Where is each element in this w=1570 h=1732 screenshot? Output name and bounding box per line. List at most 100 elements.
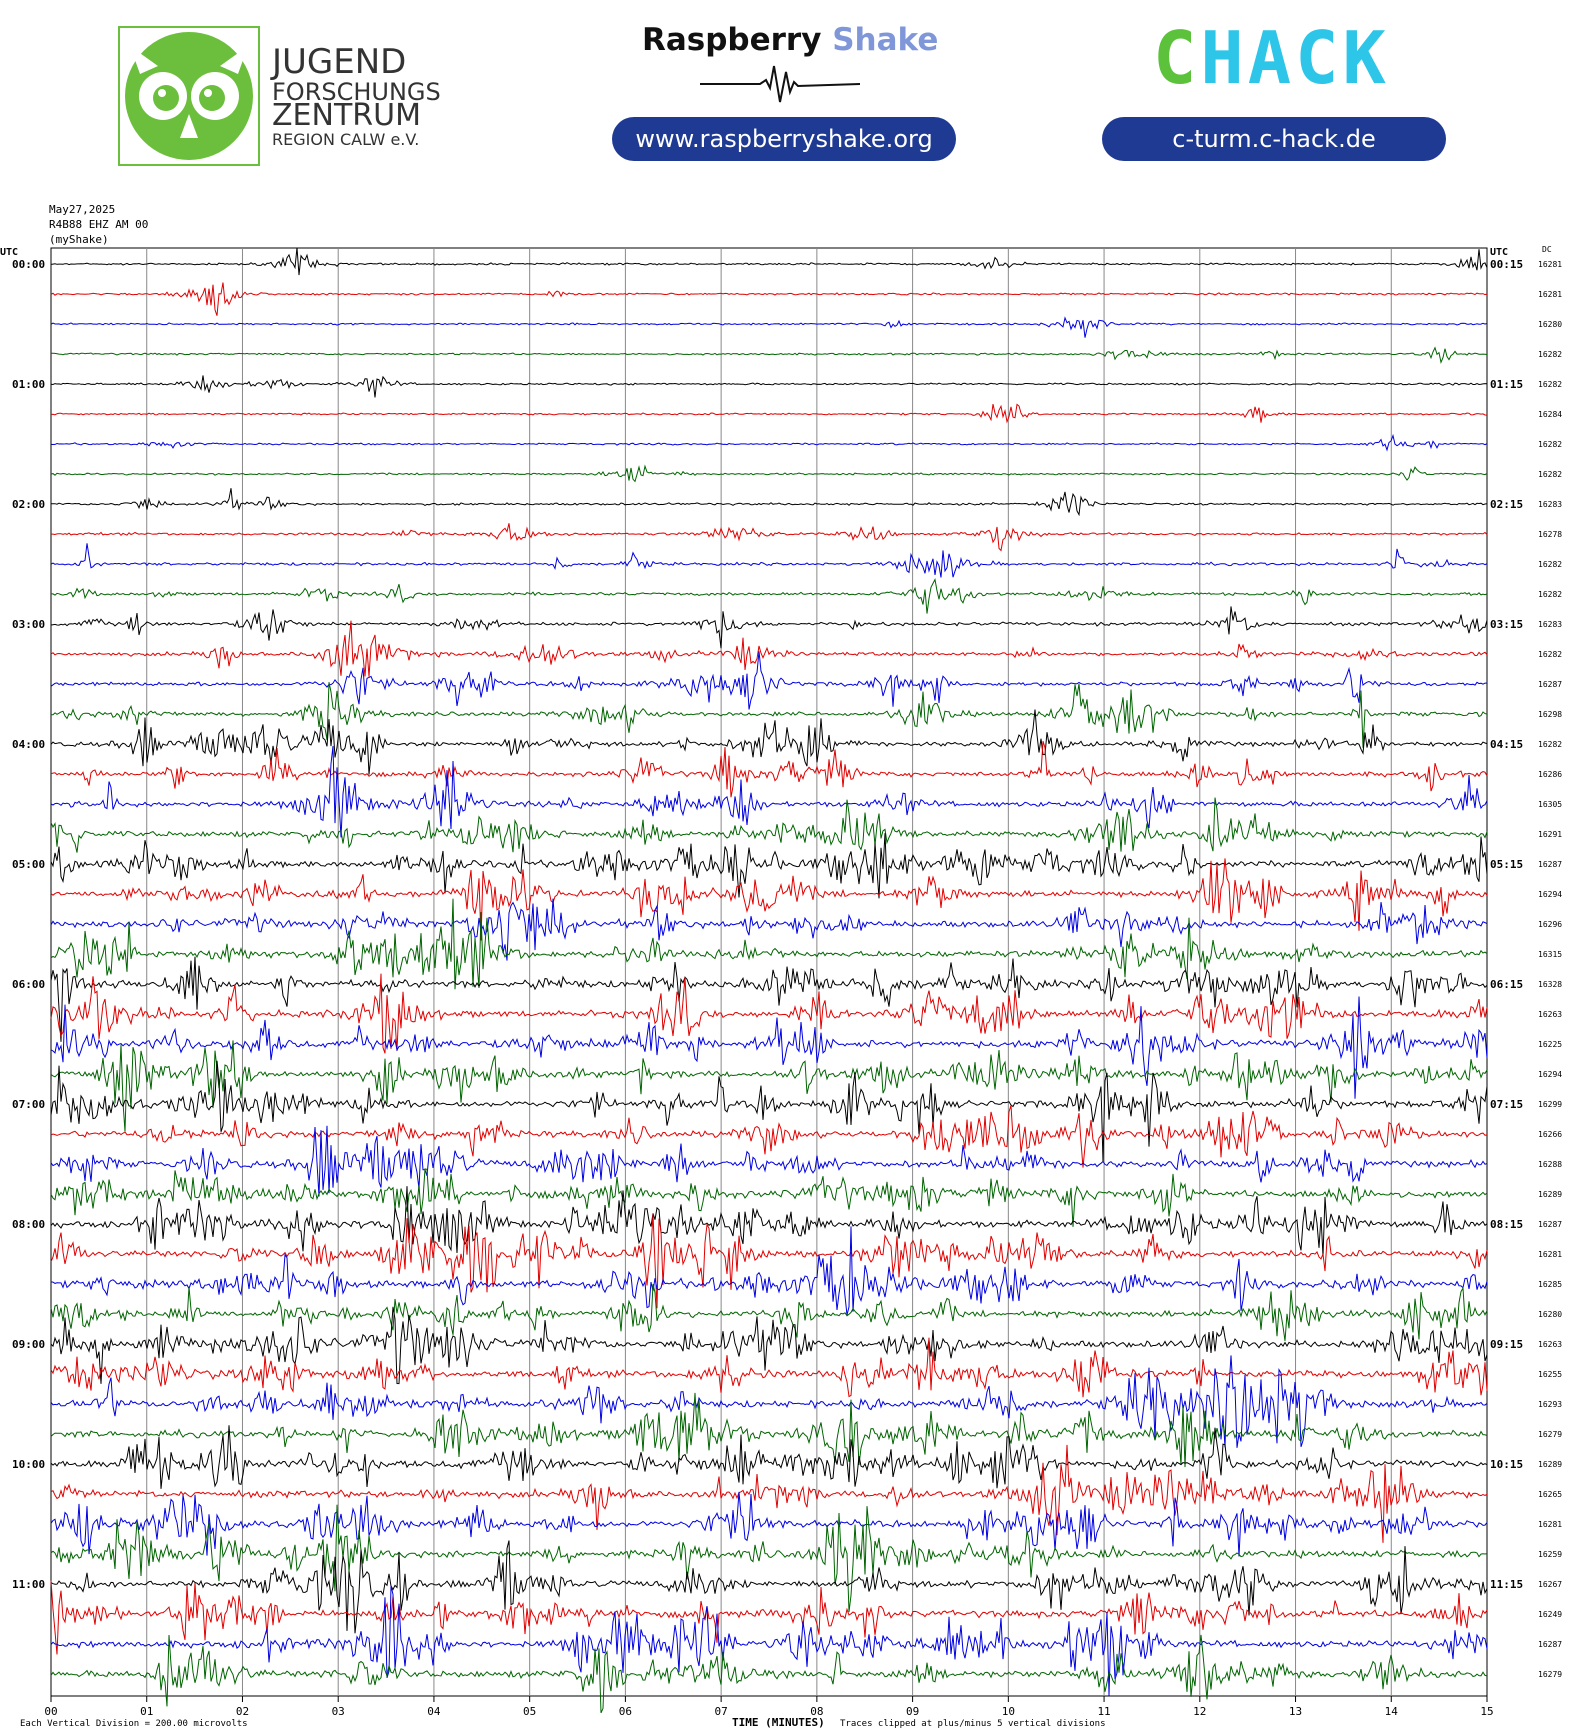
utc-label-right: 09:15 [1490, 1338, 1523, 1351]
dc-value: 16263 [1538, 1340, 1562, 1349]
dc-value: 16291 [1538, 830, 1562, 839]
station-id: R4B88 EHZ AM 00 [49, 218, 149, 231]
chack-url[interactable]: c-turm.c-hack.de [1102, 117, 1446, 161]
trace-line [50, 973, 1488, 1054]
dc-value: 16282 [1538, 350, 1562, 359]
dc-value: 16282 [1538, 470, 1562, 479]
trace-line [50, 247, 1488, 276]
utc-label-left: 01:00 [12, 378, 45, 391]
x-tick-label: 15 [1480, 1705, 1493, 1718]
record-date: May27,2025 [49, 203, 116, 216]
left-axis-label: UTC [0, 247, 18, 258]
trace-line [50, 996, 1488, 1099]
utc-label-left: 06:00 [12, 978, 45, 991]
x-tick-label: 13 [1289, 1705, 1302, 1718]
trace-line [51, 523, 1488, 552]
footer-clip-note: Traces clipped at plus/minus 5 vertical … [840, 1719, 1106, 1729]
dc-value: 16255 [1538, 1370, 1562, 1379]
raspberry-shake-title: Raspberry Shake [642, 22, 938, 58]
x-tick-label: 12 [1193, 1705, 1206, 1718]
dc-value: 16299 [1538, 1100, 1562, 1109]
chack-letter-k: K [1342, 16, 1390, 100]
dc-value: 16279 [1538, 1670, 1562, 1679]
x-tick-label: 05 [523, 1705, 536, 1718]
dc-value: 16285 [1538, 1280, 1562, 1289]
x-tick-label: 06 [619, 1705, 632, 1718]
dc-value: 16293 [1538, 1400, 1562, 1409]
dc-value: 16282 [1538, 590, 1562, 599]
trace-line [50, 620, 1488, 677]
trace-line [50, 316, 1488, 338]
dc-value: 16283 [1538, 620, 1562, 629]
dc-value: 16267 [1538, 1580, 1562, 1589]
chack-letter-c: C [1153, 16, 1201, 100]
x-tick-label: 01 [140, 1705, 153, 1718]
chack-letter-c2: C [1295, 16, 1343, 100]
right-axis-label: UTC [1490, 247, 1508, 258]
dc-value: 16284 [1538, 410, 1562, 419]
dc-value: 16296 [1538, 920, 1562, 929]
dc-value: 16305 [1538, 800, 1562, 809]
raspberry-word: Raspberry [642, 22, 822, 58]
trace-line [50, 1444, 1488, 1543]
x-tick-label: 04 [427, 1705, 441, 1718]
utc-label-right: 02:15 [1490, 498, 1523, 511]
footer-scale-note: Each Vertical Division = 200.00 microvol… [20, 1719, 248, 1729]
trace-line [50, 464, 1488, 483]
trace-line [50, 898, 1488, 990]
chack-letter-h: H [1200, 16, 1248, 100]
dc-value: 16287 [1538, 860, 1562, 869]
dc-value: 16282 [1538, 560, 1562, 569]
x-tick-label: 00 [44, 1705, 57, 1718]
dc-value: 16286 [1538, 770, 1562, 779]
dc-value: 16281 [1538, 290, 1562, 299]
utc-label-right: 07:15 [1490, 1098, 1523, 1111]
dc-header: DC [1542, 245, 1552, 254]
dc-value: 16283 [1538, 500, 1562, 509]
dc-value: 16288 [1538, 1160, 1562, 1169]
x-tick-label: 10 [1002, 1705, 1015, 1718]
trace-line [50, 1283, 1488, 1341]
trace-line [50, 682, 1488, 748]
plot-frame [50, 247, 1488, 1697]
x-tick-label: 11 [1097, 1705, 1110, 1718]
dc-value: 16249 [1538, 1610, 1562, 1619]
dc-value: 16287 [1538, 680, 1562, 689]
trace-line [50, 282, 1488, 316]
trace-line [50, 1105, 1488, 1168]
x-tick-label: 09 [906, 1705, 919, 1718]
utc-label-right: 06:15 [1490, 978, 1523, 991]
trace-line [50, 375, 1488, 398]
trace-line [50, 543, 1488, 578]
x-tick-label: 07 [715, 1705, 728, 1718]
utc-label-left: 10:00 [12, 1458, 45, 1471]
dc-value: 16294 [1538, 1070, 1562, 1079]
utc-label-right: 08:15 [1490, 1218, 1523, 1231]
trace-line [50, 1504, 1488, 1613]
dc-value: 16263 [1538, 1010, 1562, 1019]
jfz-line4: REGION CALW e.V. [272, 130, 420, 149]
trace-line [50, 858, 1488, 941]
trace-line [50, 1337, 1488, 1398]
jfz-line2: FORSCHUNGS [272, 78, 441, 106]
raspberry-shake-url[interactable]: www.raspberryshake.org [612, 117, 956, 161]
dc-value: 16328 [1538, 980, 1562, 989]
utc-label-right: 05:15 [1490, 858, 1523, 871]
dc-value: 16265 [1538, 1490, 1562, 1499]
utc-label-left: 11:00 [12, 1578, 45, 1591]
x-axis-title: TIME (MINUTES) [732, 1716, 825, 1729]
dc-value: 16294 [1538, 890, 1562, 899]
trace-line [50, 1186, 1488, 1257]
trace-line [50, 709, 1488, 775]
trace-line [50, 1040, 1488, 1132]
trace-line [50, 1491, 1488, 1557]
dc-value: 16281 [1538, 260, 1562, 269]
trace-line [50, 898, 1488, 961]
dc-value: 16282 [1538, 650, 1562, 659]
utc-label-left: 05:00 [12, 858, 45, 871]
utc-label-right: 00:15 [1490, 258, 1523, 271]
trace-line [50, 745, 1488, 838]
trace-line [50, 606, 1488, 649]
trace-line [50, 1214, 1488, 1309]
dc-value: 16281 [1538, 1250, 1562, 1259]
